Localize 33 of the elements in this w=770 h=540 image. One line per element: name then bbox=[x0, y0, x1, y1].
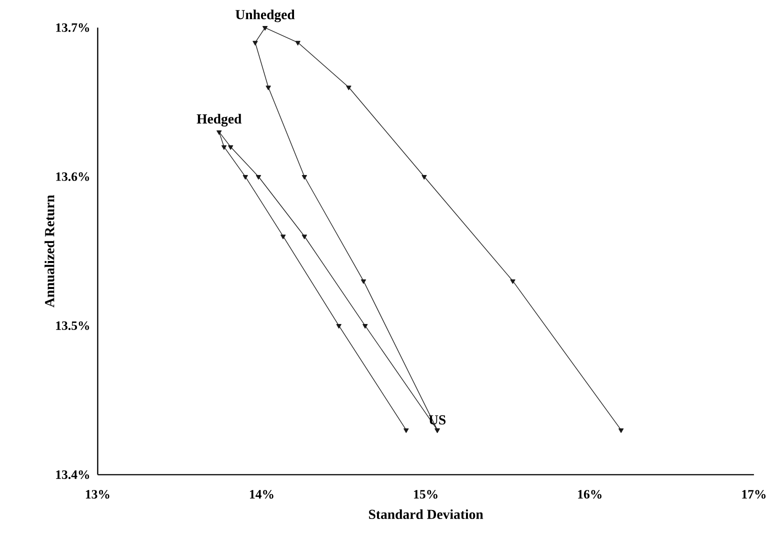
point bbox=[216, 130, 222, 135]
point bbox=[618, 428, 624, 433]
y-tick-label: 13.5% bbox=[56, 321, 90, 330]
point bbox=[221, 145, 227, 150]
point bbox=[346, 86, 352, 90]
point bbox=[422, 175, 427, 180]
y-tick-label: 13.7% bbox=[56, 23, 90, 32]
y-tick-label: 13.4% bbox=[56, 470, 90, 480]
point bbox=[302, 234, 307, 240]
x-tick-label: 16% bbox=[578, 490, 602, 499]
point bbox=[266, 86, 271, 90]
point bbox=[362, 324, 368, 329]
x-tick-label: 17% bbox=[742, 490, 766, 499]
point bbox=[302, 175, 307, 180]
annotation: Hedged bbox=[196, 114, 242, 127]
point bbox=[242, 175, 248, 180]
y-axis-title: Annualized Return bbox=[44, 195, 54, 308]
point bbox=[262, 26, 268, 31]
point bbox=[280, 234, 286, 240]
point bbox=[256, 175, 262, 180]
x-tick-label: 15% bbox=[414, 490, 438, 499]
point bbox=[252, 41, 258, 46]
point bbox=[360, 279, 366, 284]
x-axis-title: Standard Deviation bbox=[369, 509, 484, 520]
annotation: Unhedged bbox=[236, 10, 295, 22]
point bbox=[228, 145, 234, 150]
point bbox=[404, 428, 409, 433]
x-tick-label: 13% bbox=[86, 490, 110, 499]
x-tick-label: 14% bbox=[250, 490, 274, 499]
point bbox=[336, 324, 342, 329]
point bbox=[510, 279, 516, 284]
point bbox=[295, 41, 300, 46]
y-tick-label: 13.6% bbox=[56, 172, 90, 182]
